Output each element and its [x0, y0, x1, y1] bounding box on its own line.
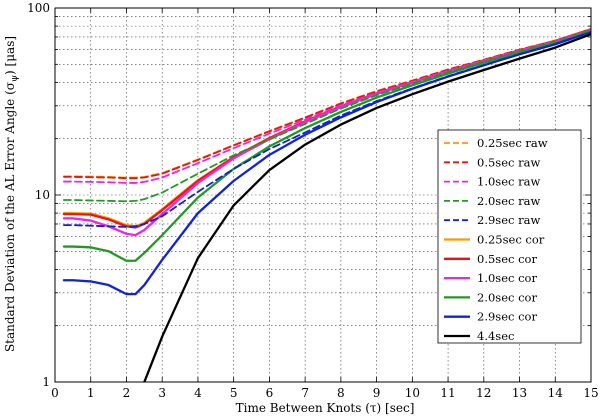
legend-label-4-4sec: 4.4sec [477, 329, 514, 343]
legend-item-0-5sec-raw: 0.5sec raw [444, 155, 540, 169]
x-tick-label-15: 15 [583, 386, 598, 400]
x-tick-label-10: 10 [405, 386, 420, 400]
x-axis-title: Time Between Knots (τ) [sec] [236, 401, 415, 415]
x-tick-label-5: 5 [230, 386, 238, 400]
legend-item-2-0sec-cor: 2.0sec cor [444, 290, 537, 304]
x-tick-label-12: 12 [476, 386, 491, 400]
series-line-1-0sec-raw [63, 28, 591, 184]
x-tick-label-14: 14 [548, 386, 564, 400]
legend-label-1-0sec-raw: 1.0sec raw [477, 175, 540, 189]
series-layer [62, 28, 591, 382]
legend-item-0-25sec-raw: 0.25sec raw [444, 136, 548, 150]
legend-label-2-9sec-cor: 2.9sec cor [477, 310, 537, 324]
legend-item-2-9sec-raw: 2.9sec raw [444, 213, 540, 227]
grid-lines [55, 8, 591, 382]
y-axis-title-sigma: σ [3, 82, 17, 90]
y-tick-label-2: 100 [27, 1, 50, 15]
legend-item-2-0sec-raw: 2.0sec raw [444, 194, 540, 208]
legend-item-4-4sec: 4.4sec [444, 329, 514, 343]
series-line-2-0sec-cor [62, 29, 591, 262]
legend-label-2-0sec-cor: 2.0sec cor [477, 290, 537, 304]
x-tick-label-8: 8 [337, 386, 345, 400]
legend: 0.25sec raw 0.5sec raw 1.0sec raw 2.0sec ra… [437, 129, 582, 344]
series-line-4-4sec [143, 32, 591, 382]
axis-ticks [54, 7, 592, 383]
x-tick-label-7: 7 [301, 386, 309, 400]
legend-label-1-0sec-cor: 1.0sec cor [477, 271, 537, 285]
x-tick-label-2: 2 [123, 386, 131, 400]
x-tick-label-0: 0 [51, 386, 59, 400]
x-tick-label-1: 1 [87, 386, 95, 400]
legend-item-0-5sec-cor: 0.5sec cor [444, 252, 537, 266]
legend-item-1-0sec-cor: 1.0sec cor [444, 271, 537, 285]
series-line-2-9sec-raw [63, 31, 591, 228]
y-axis-title-prefix: Standard Deviation of the AL Error Angle… [3, 90, 17, 352]
legend-label-2-9sec-raw: 2.9sec raw [477, 213, 540, 227]
legend-label-0-25sec-cor: 0.25sec cor [477, 233, 545, 247]
y-axis-title-suffix: ) [μas] [3, 36, 17, 75]
legend-label-2-0sec-raw: 2.0sec raw [477, 194, 540, 208]
legend-label-0-5sec-cor: 0.5sec cor [477, 252, 537, 266]
legend-label-0-5sec-raw: 0.5sec raw [477, 155, 540, 169]
x-tick-label-9: 9 [373, 386, 381, 400]
y-tick-label-0: 1 [42, 375, 50, 389]
x-tick-label-4: 4 [194, 386, 202, 400]
y-tick-label-1: 10 [35, 188, 50, 202]
y-axis-title: Standard Deviation of the AL Error Angle… [3, 36, 20, 352]
y-axis-title-subscript: ψ [10, 75, 20, 82]
legend-item-2-9sec-cor: 2.9sec cor [444, 310, 537, 324]
x-tick-label-3: 3 [158, 386, 166, 400]
legend-box [437, 129, 582, 344]
series-line-2-0sec-raw [63, 29, 591, 203]
x-tick-label-6: 6 [266, 386, 274, 400]
x-tick-label-13: 13 [512, 386, 527, 400]
legend-label-0-25sec-raw: 0.25sec raw [477, 136, 548, 150]
x-tick-label-11: 11 [440, 386, 455, 400]
legend-item-1-0sec-raw: 1.0sec raw [444, 175, 540, 189]
legend-item-0-25sec-cor: 0.25sec cor [444, 233, 545, 247]
